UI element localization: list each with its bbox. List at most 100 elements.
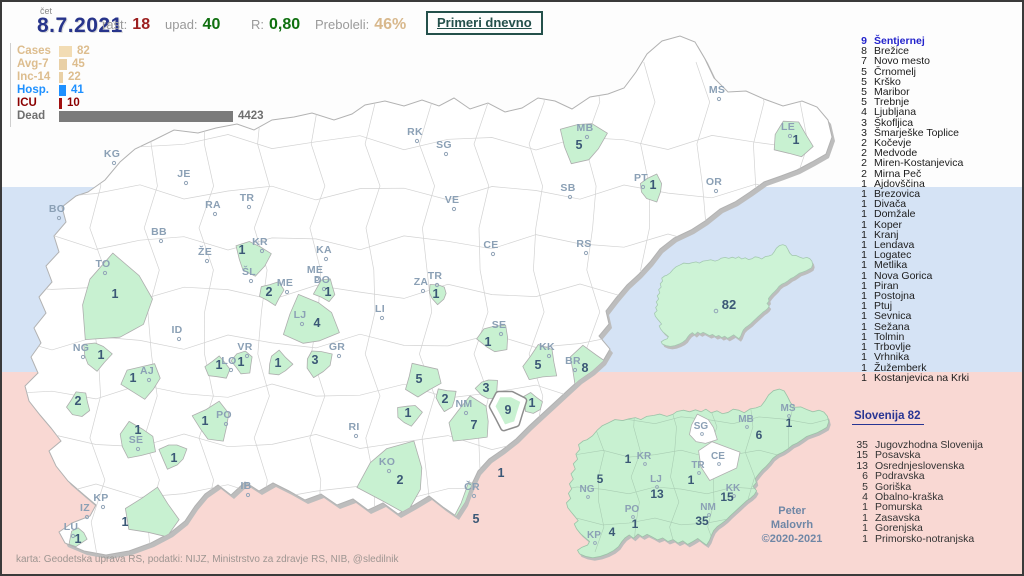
muni-list-item-vrhnika[interactable]: 1 Vrhnika (847, 352, 1022, 363)
muni-area-divaca[interactable] (158, 444, 188, 470)
muni-list-item-logatec[interactable]: 1 Logatec (847, 250, 1022, 261)
muni-area-trbovlje[interactable] (429, 284, 447, 306)
region-list-item-primorsko-notranjska[interactable]: 1 Primorsko-notranjska (848, 533, 983, 544)
muni-list-item-maribor[interactable]: 5 Maribor (847, 87, 1022, 98)
map-code-ib: IB (240, 480, 251, 492)
region-list-item-osrednjeslovenska[interactable]: 13 Osrednjeslovenska (848, 460, 983, 471)
muni-list-item-kostanjevica-na-krki[interactable]: 1 Kostanjevica na Krki (847, 372, 1022, 383)
inset-region-value: 1 (632, 517, 639, 531)
muni-list-item-nova-gorica[interactable]: 1 Nova Gorica (847, 269, 1022, 282)
muni-list-item-metlika[interactable]: 1 Metlika (847, 260, 1022, 271)
town-dot (228, 367, 234, 373)
town-dot (84, 514, 90, 520)
muni-list-item-sentjernej[interactable]: 9 Šentjernej (847, 36, 1022, 47)
inset-region-code-po: PO (625, 504, 640, 515)
muni-area-vrhnika[interactable] (230, 350, 253, 375)
muni-area-krsko[interactable] (522, 344, 558, 380)
muni-list-item-krsko[interactable]: 5 Krško (847, 76, 1022, 87)
muni-area-brezovica[interactable] (268, 349, 294, 376)
muni-area-miren-kostanjevica[interactable] (66, 391, 91, 417)
muni-area-zuzemberk[interactable] (397, 405, 423, 427)
muni-area-maribor[interactable] (559, 123, 608, 165)
region-list-item-pomurska[interactable]: 1 Pomurska (848, 502, 983, 513)
muni-list-item-skofljica[interactable]: 3 Škofljica (847, 117, 1022, 128)
muni-list-item-domzale[interactable]: 1 Domžale (847, 209, 1022, 220)
muni-area-lendava[interactable] (773, 120, 814, 158)
weekday-label: čet (40, 6, 53, 16)
muni-list-item-smarjeske-toplice[interactable]: 3 Šmarješke Toplice (847, 127, 1022, 138)
muni-area-ptuj[interactable] (640, 173, 662, 203)
town-dot (80, 354, 86, 360)
muni-area-postojna[interactable] (191, 400, 230, 442)
muni-area-mirna-pec[interactable] (435, 388, 457, 412)
muni-list-item-brezovica[interactable]: 1 Brezovica (847, 189, 1022, 200)
muni-list-item-piran[interactable]: 1 Piran (847, 281, 1022, 292)
region-name: Obalno-kraška (875, 491, 944, 504)
town-dot (102, 270, 108, 276)
slovenia-total-link[interactable]: Slovenija 82 (852, 410, 925, 425)
muni-list-item-miren-kostanjevica[interactable]: 2 Miren-Kostanjevica (847, 158, 1022, 169)
muni-list-item-ljubljana[interactable]: 4 Ljubljana (847, 107, 1022, 118)
daily-cases-mode-button[interactable]: Primeri dnevno (426, 11, 543, 35)
muni-area-novo-mesto[interactable] (448, 395, 489, 442)
muni-area-ajdovscina[interactable] (120, 363, 161, 400)
muni-list-item-novo-mesto[interactable]: 7 Novo mesto (847, 56, 1022, 67)
map-code-pt: PT (634, 172, 648, 184)
decline-stat: upad: 40 (165, 16, 220, 34)
muni-list-item-kranj[interactable]: 1 Kranj (847, 230, 1022, 241)
muni-list-item-ptuj[interactable]: 1 Ptuj (847, 301, 1022, 312)
muni-list-item-sezana[interactable]: 1 Sežana (847, 321, 1022, 332)
region-list: 35 Jugovzhodna Slovenija 15 Posavska 13 Osred… (848, 440, 983, 545)
muni-area-tolmin[interactable] (82, 252, 153, 340)
region-list-item-podravska[interactable]: 6 Podravska (848, 471, 983, 482)
muni-name: Nova Gorica (874, 269, 933, 282)
muni-list-item-tolmin[interactable]: 1 Tolmin (847, 332, 1022, 343)
muni-list-item-zuzemberk[interactable]: 1 Žužemberk (847, 362, 1022, 373)
muni-area-kocevje[interactable] (356, 440, 423, 515)
muni-area-piran[interactable] (68, 527, 88, 547)
region-list-item-obalno-kraska[interactable]: 4 Obalno-kraška (848, 491, 983, 504)
muni-list-item-mirna-pec[interactable]: 2 Mirna Peč (847, 168, 1022, 179)
inset-region-code-kk: KK (726, 483, 741, 494)
muni-list-item-divaca[interactable]: 1 Divača (847, 199, 1022, 210)
map-code-rk: RK (407, 126, 423, 138)
muni-area-selected-sentjernej[interactable] (490, 392, 526, 430)
region-list-item-jugovzhodna-slovenija[interactable]: 35 Jugovzhodna Slovenija (848, 440, 983, 451)
inset-region-no-cases[interactable] (689, 413, 718, 444)
muni-list-item-kocevje[interactable]: 2 Kočevje (847, 138, 1022, 149)
muni-name: Črnomelj (874, 65, 917, 78)
muni-area-kranj[interactable] (235, 241, 272, 277)
map-value-tolmin: 1 (112, 287, 119, 301)
muni-list-item-trbovlje[interactable]: 1 Trbovlje (847, 342, 1022, 353)
muni-list-item-crnomelj[interactable]: 5 Črnomelj (847, 65, 1022, 78)
muni-area-logatec[interactable] (204, 355, 231, 379)
map-value-mirna-pec: 2 (442, 392, 449, 406)
stat-label: Avg-7 (17, 58, 49, 70)
muni-area-trebnje[interactable] (405, 362, 442, 398)
muni-list-item-sevnica[interactable]: 1 Sevnica (847, 311, 1022, 322)
map-code-kp: KP (93, 492, 108, 504)
region-list-item-posavska[interactable]: 15 Posavska (848, 450, 983, 461)
region-list-item-goriska[interactable]: 5 Goriška (848, 481, 983, 492)
region-list-item-zasavska[interactable]: 1 Zasavska (848, 512, 983, 523)
muni-list-item-brezice[interactable]: 8 Brežice (847, 46, 1022, 57)
muni-list-item-ajdovscina[interactable]: 1 Ajdovščina (847, 178, 1022, 189)
map-code-tr: TR (428, 270, 443, 282)
region-list-item-gorenjska[interactable]: 1 Gorenjska (848, 523, 983, 534)
muni-area-nova-gorica[interactable] (83, 342, 113, 372)
muni-area-skofljica[interactable] (306, 350, 333, 378)
muni-list-item-postojna[interactable]: 1 Postojna (847, 291, 1022, 302)
muni-list-item-koper[interactable]: 1 Koper (847, 219, 1022, 230)
muni-list-item-medvode[interactable]: 2 Medvode (847, 148, 1022, 159)
muni-area-sevnica[interactable] (476, 324, 508, 353)
muni-list-item-trebnje[interactable]: 5 Trebnje (847, 97, 1022, 108)
muni-list-item-lendava[interactable]: 1 Lendava (847, 240, 1022, 251)
map-code-se: SE (492, 319, 507, 331)
inset-total-map[interactable] (654, 244, 814, 347)
muni-area-kostanjevica-na-krki[interactable] (523, 392, 543, 414)
muni-area-koper[interactable] (125, 486, 180, 538)
muni-area-ljubljana[interactable] (283, 294, 340, 344)
muni-area-medvode[interactable] (259, 281, 285, 306)
inset-region-no-cases[interactable] (698, 441, 741, 482)
muni-area-sezana[interactable] (119, 421, 156, 459)
